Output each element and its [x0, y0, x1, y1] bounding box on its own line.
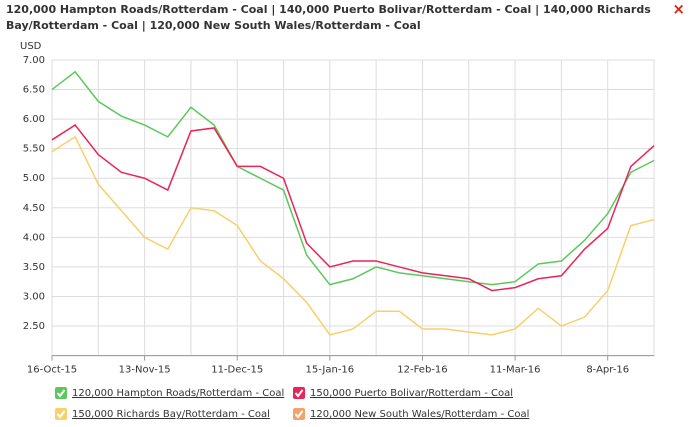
y-tick-label: 5.50: [23, 144, 45, 155]
x-tick-label: 16-Oct-15: [27, 365, 77, 376]
chart-title: 120,000 Hampton Roads/Rotterdam - Coal |…: [6, 3, 651, 32]
x-tick-label: 12-Feb-16: [397, 365, 447, 376]
legend-item[interactable]: 120,000 Hampton Roads/Rotterdam - Coal: [55, 387, 284, 399]
x-tick-label: 15-Jan-16: [306, 365, 355, 376]
y-tick-label: 3.00: [23, 291, 45, 302]
legend-check: [294, 410, 304, 419]
legend-check: [56, 410, 66, 419]
x-tick-label: 8-Apr-16: [586, 365, 629, 376]
legend-checkbox: [293, 408, 305, 420]
y-tick-label: 4.50: [23, 203, 45, 214]
legend-item[interactable]: 150,000 Puerto Bolivar/Rotterdam - Coal: [293, 387, 513, 399]
legend-label: 150,000 Puerto Bolivar/Rotterdam - Coal: [310, 388, 513, 399]
legend-item[interactable]: 120,000 New South Wales/Rotterdam - Coal: [293, 408, 529, 420]
legend-label: 120,000 Hampton Roads/Rotterdam - Coal: [72, 388, 284, 399]
y-tick-label: 7.00: [23, 55, 45, 66]
y-tick-label: 4.00: [23, 232, 45, 243]
close-button[interactable]: ×: [672, 0, 685, 18]
y-tick-label: 5.00: [23, 173, 45, 184]
legend-label: 150,000 Richards Bay/Rotterdam - Coal: [72, 409, 270, 420]
x-tick-label: 11-Mar-16: [490, 365, 541, 376]
x-tick-label: 13-Nov-15: [119, 365, 171, 376]
legend-label: 120,000 New South Wales/Rotterdam - Coal: [310, 409, 529, 420]
legend-check: [294, 389, 304, 398]
legend-check: [56, 389, 66, 398]
series-line: [51, 70, 655, 286]
y-tick-label: 6.00: [23, 114, 45, 125]
series-line: [51, 124, 655, 292]
legend-item[interactable]: 150,000 Richards Bay/Rotterdam - Coal: [55, 408, 270, 420]
series-line: [51, 135, 655, 336]
y-tick-label: 3.50: [23, 262, 45, 273]
y-tick-label: 6.50: [23, 85, 45, 96]
y-tick-label: 2.50: [23, 321, 45, 332]
y-axis-label: USD: [20, 41, 42, 52]
legend-checkbox: [293, 387, 305, 399]
x-tick-label: 11-Dec-15: [211, 365, 263, 376]
